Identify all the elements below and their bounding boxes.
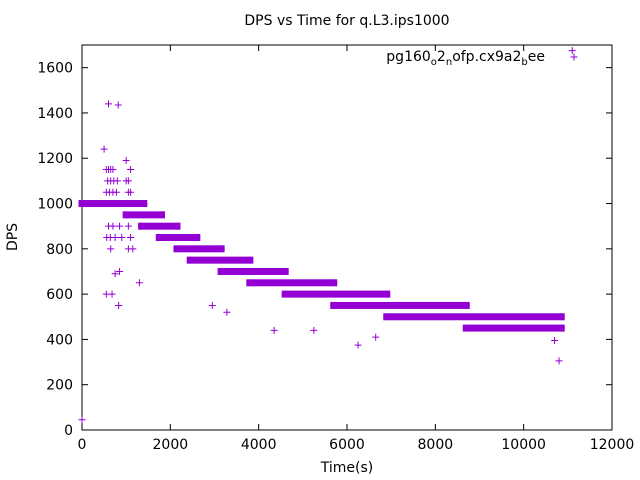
data-point <box>122 211 130 219</box>
data-band <box>122 211 165 219</box>
data-point <box>124 222 132 230</box>
data-point <box>78 200 86 208</box>
data-point <box>383 313 391 321</box>
data-point <box>140 200 148 208</box>
x-axis-label: Time(s) <box>320 460 373 476</box>
data-point <box>173 245 181 253</box>
data-band <box>383 313 565 321</box>
data-point <box>330 301 338 309</box>
data-point <box>105 100 112 108</box>
data-band <box>462 324 565 332</box>
x-tick-label: 10000 <box>501 437 546 453</box>
y-tick-label: 200 <box>46 378 73 394</box>
data-point <box>127 188 135 196</box>
data-point <box>217 267 225 275</box>
data-point <box>100 145 108 153</box>
data-band <box>173 245 225 253</box>
data-point <box>109 166 117 174</box>
x-tick-label: 8000 <box>418 437 454 453</box>
y-axis: 0 200 400 600 800 1000 1200 1400 1600 <box>37 61 612 439</box>
data-point <box>568 47 576 55</box>
x-axis: 0 2000 4000 6000 8000 10000 12000 <box>78 45 635 453</box>
data-point <box>116 222 124 230</box>
data-point <box>281 267 289 275</box>
data-band <box>217 267 289 275</box>
y-tick-label: 400 <box>46 332 73 348</box>
data-point <box>127 166 135 174</box>
data-point <box>217 245 225 253</box>
data-point <box>138 222 146 230</box>
data-point <box>124 177 132 185</box>
legend-entry-label: pg160o2nofp.cx9a2bee <box>386 49 545 68</box>
data-point <box>129 245 137 253</box>
data-point <box>122 157 130 164</box>
data-point <box>113 177 121 185</box>
x-tick-label: 12000 <box>590 437 635 453</box>
data-point <box>127 234 135 241</box>
data-point <box>186 256 194 264</box>
legend-marker-plus <box>570 53 578 61</box>
y-tick-label: 1000 <box>37 197 73 213</box>
x-tick-label: 6000 <box>329 437 365 453</box>
data-point <box>193 234 201 241</box>
y-tick-label: 800 <box>46 242 73 258</box>
y-tick-label: 600 <box>46 287 73 303</box>
data-point <box>383 290 391 298</box>
data-point <box>78 416 86 424</box>
y-axis-label: DPS <box>5 223 21 251</box>
data-point <box>135 279 143 287</box>
data-point <box>158 211 165 219</box>
data-point <box>107 245 115 253</box>
data-band <box>186 256 254 264</box>
data-band <box>330 301 470 309</box>
data-band <box>138 222 181 230</box>
data-point <box>108 290 116 298</box>
data-point <box>246 279 254 287</box>
data-point <box>111 234 119 241</box>
data-point <box>270 326 278 334</box>
data-point <box>462 324 470 332</box>
data-point <box>557 313 565 321</box>
x-tick-label: 2000 <box>153 437 189 453</box>
data-point <box>155 234 163 241</box>
data-point <box>208 301 216 309</box>
y-tick-label: 0 <box>64 423 73 439</box>
data-point <box>557 324 565 332</box>
data-point <box>372 333 380 341</box>
data-point <box>111 270 119 278</box>
legend: pg160o2nofp.cx9a2bee <box>386 49 578 68</box>
x-tick-label: 4000 <box>241 437 277 453</box>
data-point <box>555 357 563 365</box>
y-tick-label: 1200 <box>37 151 73 167</box>
y-tick-label: 1400 <box>37 106 73 122</box>
data-point <box>223 308 231 316</box>
data-point <box>462 301 470 309</box>
data-point <box>551 337 559 345</box>
y-tick-label: 1600 <box>37 61 73 77</box>
data-point <box>281 290 289 298</box>
data-band <box>281 290 391 298</box>
data-point <box>118 234 126 241</box>
data-point <box>109 222 117 230</box>
legend-marker <box>570 53 578 61</box>
data-point <box>115 301 123 309</box>
chart-title: DPS vs Time for q.L3.ips1000 <box>244 13 449 29</box>
data-point <box>112 188 120 196</box>
series-marks <box>78 47 576 424</box>
data-point <box>116 267 124 275</box>
data-point <box>330 279 338 287</box>
data-point <box>354 341 362 349</box>
data-point <box>114 101 122 109</box>
data-point <box>246 256 254 264</box>
data-band <box>246 279 338 287</box>
data-band <box>78 200 148 208</box>
data-point <box>310 326 318 334</box>
x-tick-label: 0 <box>78 437 87 453</box>
data-band <box>155 234 201 241</box>
data-point <box>173 222 181 230</box>
